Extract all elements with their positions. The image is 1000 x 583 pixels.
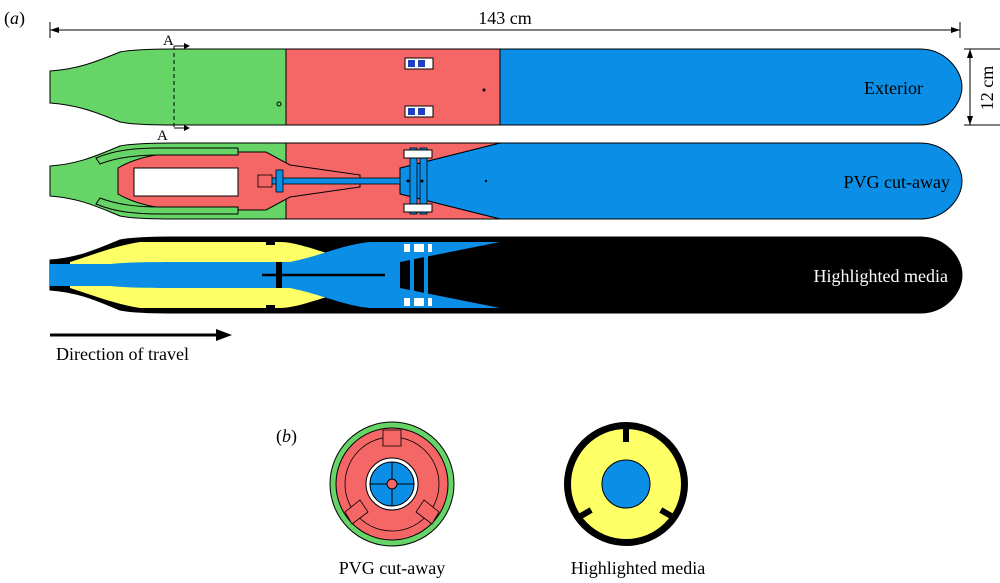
panel-a-label: (a) <box>4 8 25 29</box>
pvg-cross-section <box>329 421 455 547</box>
exterior-label: Exterior <box>864 78 923 98</box>
pvg-cavity <box>133 167 239 197</box>
length-label: 143 cm <box>478 8 532 28</box>
pvg-cutaway-view: PVG cut-away <box>49 142 963 220</box>
exterior-window-bottom <box>404 105 434 118</box>
pvg-blue-body <box>399 142 963 220</box>
highlighted-media-view: Highlighted media <box>49 236 963 314</box>
height-dimension: 12 cm <box>964 48 1000 126</box>
exterior-blue-section <box>499 48 963 126</box>
pvg-row-label: PVG cut-away <box>844 172 950 192</box>
section-marker-top: A <box>163 33 174 49</box>
exterior-window-top <box>404 57 434 70</box>
height-label: 12 cm <box>977 66 997 111</box>
media-row-label: Highlighted media <box>814 266 948 286</box>
section-cut-line: A A <box>157 33 190 144</box>
media-cross-section <box>564 422 688 546</box>
panel-b-label: (b) <box>276 426 297 447</box>
direction-arrow <box>50 329 232 341</box>
direction-label: Direction of travel <box>56 344 189 364</box>
pvg-blue-shaft <box>269 177 401 185</box>
pvg-caption: PVG cut-away <box>339 558 445 578</box>
exterior-view: A A Exterior <box>49 33 963 144</box>
exterior-red-section <box>285 48 501 126</box>
length-dimension: 143 cm <box>49 8 961 38</box>
media-caption: Highlighted media <box>571 558 705 578</box>
section-marker-bottom: A <box>157 128 168 144</box>
exterior-green-section <box>49 48 287 126</box>
